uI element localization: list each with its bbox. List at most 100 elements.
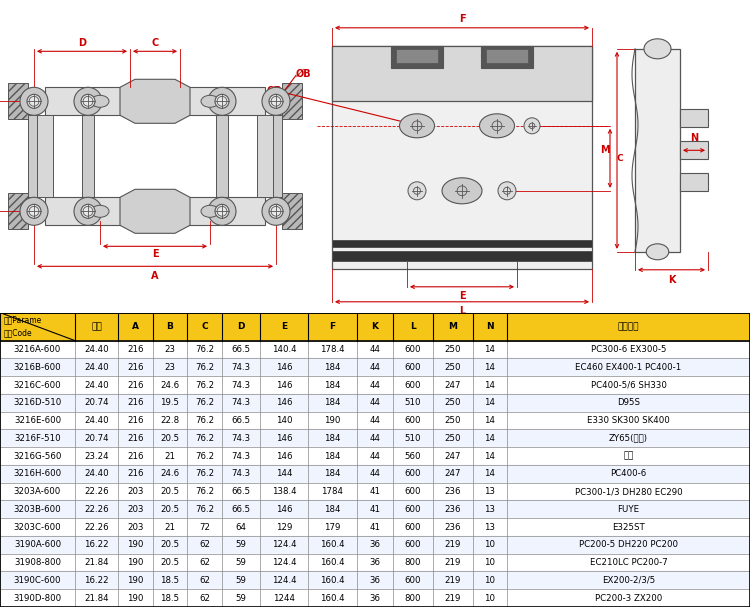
Text: EC210LC PC200-7: EC210LC PC200-7 — [590, 558, 668, 567]
Bar — [0, 429, 750, 447]
Bar — [8, 193, 28, 229]
Bar — [0, 313, 750, 341]
Text: 236: 236 — [445, 505, 461, 514]
Text: 146: 146 — [276, 434, 292, 443]
Text: 13: 13 — [484, 505, 496, 514]
Text: 44: 44 — [370, 416, 380, 425]
Text: 3216E-600: 3216E-600 — [14, 416, 61, 425]
Text: 66.5: 66.5 — [232, 487, 251, 496]
Text: 41: 41 — [370, 505, 380, 514]
Ellipse shape — [91, 95, 109, 107]
Text: 20.74: 20.74 — [84, 398, 109, 407]
Text: 44: 44 — [370, 469, 380, 478]
Text: 560: 560 — [405, 452, 422, 461]
Bar — [486, 49, 528, 63]
Bar — [0, 394, 750, 412]
Bar — [282, 83, 302, 120]
Text: 21: 21 — [164, 452, 176, 461]
Text: 179: 179 — [324, 523, 340, 532]
Text: 600: 600 — [405, 345, 422, 354]
Text: PC200-5 DH220 PC200: PC200-5 DH220 PC200 — [579, 540, 678, 549]
Text: 236: 236 — [445, 487, 461, 496]
Text: 160.4: 160.4 — [320, 540, 345, 549]
Text: 124.4: 124.4 — [272, 576, 296, 585]
Ellipse shape — [201, 95, 219, 107]
Text: 36: 36 — [370, 576, 380, 585]
Text: 44: 44 — [370, 434, 380, 443]
Text: 146: 146 — [276, 363, 292, 371]
Text: 184: 184 — [324, 363, 340, 371]
Text: 项目Parame: 项目Parame — [4, 316, 42, 325]
Circle shape — [20, 87, 48, 115]
Text: 247: 247 — [445, 469, 461, 478]
Text: 3203B-600: 3203B-600 — [13, 505, 62, 514]
Text: PC400-5/6 SH330: PC400-5/6 SH330 — [590, 381, 667, 390]
Text: 36: 36 — [370, 558, 380, 567]
Text: 250: 250 — [445, 434, 461, 443]
Text: 重量: 重量 — [92, 322, 102, 331]
Text: FUYE: FUYE — [617, 505, 640, 514]
Ellipse shape — [442, 178, 482, 204]
Text: 19.5: 19.5 — [160, 398, 179, 407]
Bar — [216, 115, 228, 197]
Circle shape — [27, 94, 41, 108]
Text: A: A — [152, 271, 159, 281]
Text: 800: 800 — [405, 558, 422, 567]
Bar — [481, 46, 533, 68]
Text: 41: 41 — [370, 487, 380, 496]
Text: 203: 203 — [128, 523, 144, 532]
Text: D: D — [78, 38, 86, 49]
Text: 184: 184 — [324, 434, 340, 443]
Bar — [37, 115, 53, 197]
Ellipse shape — [91, 205, 109, 217]
Text: 160.4: 160.4 — [320, 594, 345, 603]
Text: 144: 144 — [276, 469, 292, 478]
Text: 76.2: 76.2 — [195, 381, 214, 390]
Text: 76.2: 76.2 — [195, 452, 214, 461]
Text: 124.4: 124.4 — [272, 558, 296, 567]
Ellipse shape — [646, 244, 669, 260]
Text: 74.3: 74.3 — [232, 452, 251, 461]
Text: 160.4: 160.4 — [320, 576, 345, 585]
Bar — [45, 197, 265, 225]
Text: 600: 600 — [405, 381, 422, 390]
Text: 76.2: 76.2 — [195, 398, 214, 407]
Text: 22.26: 22.26 — [84, 487, 109, 496]
Text: 10: 10 — [484, 594, 496, 603]
Text: M: M — [600, 145, 610, 155]
Bar — [82, 115, 94, 197]
Text: 190: 190 — [324, 416, 340, 425]
Text: 76.2: 76.2 — [195, 345, 214, 354]
Text: 76.2: 76.2 — [195, 434, 214, 443]
Ellipse shape — [400, 114, 434, 138]
Text: 3216F-510: 3216F-510 — [14, 434, 61, 443]
Text: 216: 216 — [128, 363, 144, 371]
Text: 178.4: 178.4 — [320, 345, 345, 354]
Text: 600: 600 — [405, 540, 422, 549]
Bar — [0, 571, 750, 589]
Text: 20.5: 20.5 — [160, 558, 179, 567]
Text: PC300-1/3 DH280 EC290: PC300-1/3 DH280 EC290 — [574, 487, 682, 496]
Text: A: A — [132, 322, 139, 331]
Text: 13: 13 — [484, 523, 496, 532]
Text: EC460 EX400-1 PC400-1: EC460 EX400-1 PC400-1 — [575, 363, 682, 371]
Text: 16.22: 16.22 — [84, 540, 109, 549]
Text: E: E — [459, 291, 465, 301]
Text: ØB: ØB — [296, 69, 312, 78]
Text: 20.5: 20.5 — [160, 487, 179, 496]
Text: 1784: 1784 — [322, 487, 344, 496]
Text: 44: 44 — [370, 345, 380, 354]
Text: 20.5: 20.5 — [160, 505, 179, 514]
Text: 600: 600 — [405, 469, 422, 478]
Text: 36: 36 — [370, 594, 380, 603]
Bar — [0, 536, 750, 554]
Text: 600: 600 — [405, 523, 422, 532]
Text: 62: 62 — [199, 540, 210, 549]
Text: 76.2: 76.2 — [195, 469, 214, 478]
Text: 250: 250 — [445, 345, 461, 354]
Text: 160.4: 160.4 — [320, 558, 345, 567]
Text: 3216D-510: 3216D-510 — [13, 398, 62, 407]
Text: 适用机型: 适用机型 — [618, 322, 639, 331]
Text: PC400-6: PC400-6 — [610, 469, 646, 478]
Text: 23: 23 — [164, 363, 176, 371]
